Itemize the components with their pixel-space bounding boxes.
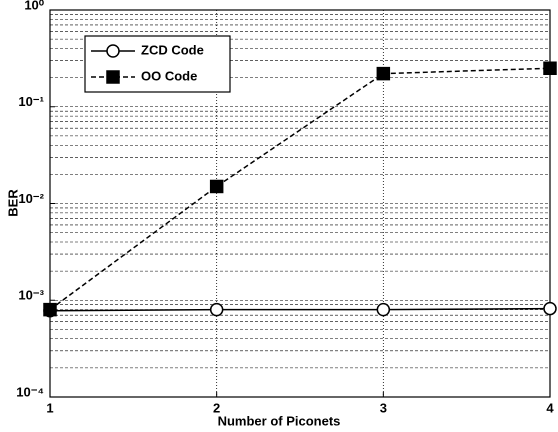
- series-line: [49, 307, 551, 312]
- y-tick-label: 10⁰: [24, 0, 44, 12]
- marker: [209, 179, 224, 194]
- x-tick-label: 3: [380, 400, 387, 415]
- y-tick-label: 10⁻²: [18, 191, 44, 206]
- y-tick-label: 10⁻³: [18, 288, 44, 303]
- plot-frame: [49, 9, 551, 398]
- y-tick-label: 10⁻⁴: [16, 384, 44, 399]
- marker: [376, 66, 391, 81]
- legend-label: ZCD Code: [141, 42, 204, 57]
- y-tick-label: 10⁻¹: [18, 94, 44, 109]
- x-tick-label: 2: [213, 400, 220, 415]
- marker: [376, 302, 391, 317]
- x-axis-label: Number of Piconets: [218, 413, 341, 428]
- marker: [43, 302, 57, 317]
- y-axis-label: BER: [5, 189, 20, 217]
- legend-label: OO Code: [141, 68, 197, 83]
- marker: [543, 61, 557, 75]
- legend-marker: [106, 44, 120, 58]
- x-tick-label: 1: [46, 400, 53, 415]
- marker: [209, 302, 224, 317]
- series-line: [49, 67, 551, 311]
- x-tick-label: 4: [546, 400, 554, 415]
- legend-marker: [106, 70, 120, 84]
- marker: [543, 301, 557, 316]
